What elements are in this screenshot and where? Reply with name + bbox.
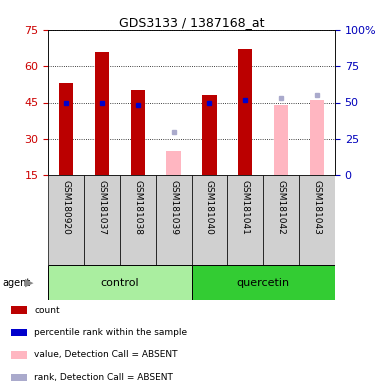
Text: GSM181040: GSM181040 — [205, 179, 214, 234]
Text: GSM181037: GSM181037 — [97, 179, 106, 235]
Text: control: control — [100, 278, 139, 288]
Bar — [263, 175, 299, 265]
Bar — [12, 306, 27, 314]
Bar — [84, 175, 120, 265]
Text: value, Detection Call = ABSENT: value, Detection Call = ABSENT — [34, 350, 177, 359]
Bar — [131, 90, 145, 175]
Bar — [228, 175, 263, 265]
Bar — [192, 265, 335, 300]
Text: GSM181039: GSM181039 — [169, 179, 178, 235]
Bar — [48, 175, 84, 265]
Bar — [59, 83, 73, 175]
Text: percentile rank within the sample: percentile rank within the sample — [34, 328, 187, 337]
Text: agent: agent — [2, 278, 30, 288]
Bar — [166, 151, 181, 175]
Text: quercetin: quercetin — [237, 278, 290, 288]
Bar — [299, 175, 335, 265]
Bar — [202, 95, 217, 175]
Text: ▶: ▶ — [25, 278, 33, 288]
Title: GDS3133 / 1387168_at: GDS3133 / 1387168_at — [119, 16, 264, 29]
Bar — [310, 100, 324, 175]
Text: GSM181042: GSM181042 — [277, 179, 286, 234]
Bar — [12, 374, 27, 381]
Bar — [12, 329, 27, 336]
Text: rank, Detection Call = ABSENT: rank, Detection Call = ABSENT — [34, 373, 173, 382]
Text: GSM180920: GSM180920 — [62, 179, 70, 234]
Text: GSM181041: GSM181041 — [241, 179, 250, 234]
Bar — [156, 175, 192, 265]
Bar — [238, 49, 253, 175]
Text: GSM181043: GSM181043 — [313, 179, 321, 234]
Bar — [95, 52, 109, 175]
Bar — [192, 175, 228, 265]
Bar — [12, 351, 27, 359]
Bar — [120, 175, 156, 265]
Bar — [48, 265, 192, 300]
Text: GSM181038: GSM181038 — [133, 179, 142, 235]
Text: count: count — [34, 306, 60, 314]
Bar — [274, 105, 288, 175]
